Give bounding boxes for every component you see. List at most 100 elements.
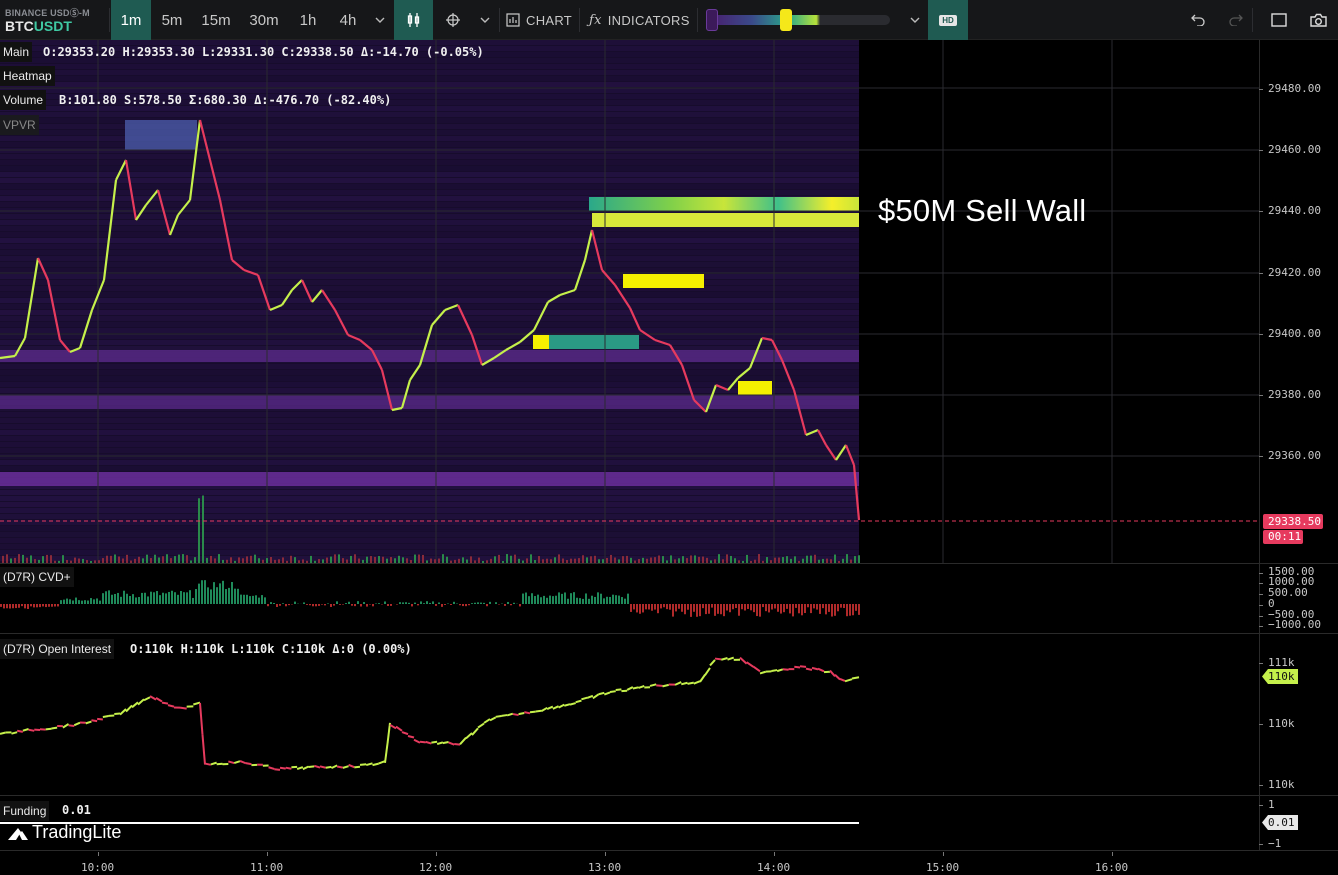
cvd-bar: [72, 600, 74, 604]
timeframe-30m[interactable]: 30m: [249, 11, 279, 29]
price-segment: [168, 214, 180, 236]
fullscreen-icon[interactable]: [1264, 0, 1294, 40]
chevron-down-icon[interactable]: [368, 0, 392, 40]
liquidity-band: [0, 395, 860, 409]
oi-label[interactable]: (D7R) Open Interest: [0, 639, 115, 659]
cvd-chart[interactable]: [0, 564, 1259, 634]
volume-bar: [38, 559, 40, 563]
volume-bar: [758, 554, 760, 563]
price-tick: 29460.00: [1259, 143, 1321, 156]
timeframe-15m[interactable]: 15m: [201, 11, 231, 29]
timeframe-1m[interactable]: 1m: [111, 0, 151, 40]
main-plot-area[interactable]: [0, 40, 1259, 563]
cvd-bar: [396, 604, 398, 605]
cvd-bar: [702, 604, 704, 609]
cvd-bar: [489, 601, 491, 604]
volume-bar: [286, 560, 288, 563]
oi-segment: [575, 699, 582, 704]
oi-segment: [302, 765, 309, 771]
chevron-down-icon[interactable]: [904, 0, 926, 40]
candles-icon[interactable]: [394, 0, 433, 40]
oi-segment: [674, 681, 682, 686]
chevron-down-icon[interactable]: [474, 0, 496, 40]
cvd-bar: [36, 604, 38, 608]
indicators-label: INDICATORS: [607, 12, 690, 28]
oi-segment: [348, 763, 355, 769]
heatmap-band: [0, 298, 859, 303]
cvd-bar: [705, 604, 707, 615]
cvd-bar: [327, 603, 329, 604]
oi-segment: [395, 725, 403, 732]
funding-label[interactable]: Funding: [0, 801, 50, 821]
oi-axis[interactable]: [1259, 634, 1338, 795]
volume-bar: [554, 557, 556, 563]
heatmap-contrast-slider[interactable]: [706, 15, 890, 25]
undo-icon[interactable]: [1183, 0, 1213, 40]
volume-bar: [742, 560, 744, 563]
funding-panel[interactable]: 1 −1 Funding 0.01: [0, 795, 1338, 850]
indicators-button[interactable]: ƒx INDICATORS: [589, 0, 690, 40]
volume-bar: [422, 554, 424, 563]
cvd-bar: [558, 592, 560, 604]
heatmap-label[interactable]: Heatmap: [0, 66, 55, 86]
cvd-bar: [840, 604, 842, 608]
price-axis[interactable]: [1259, 40, 1338, 563]
cvd-bar: [426, 601, 428, 604]
oi-segment: [794, 665, 801, 669]
price-segment: [737, 367, 751, 379]
slider-max-handle[interactable]: [780, 9, 792, 31]
volume-bar: [754, 559, 756, 563]
main-panel[interactable]: 29480.00 29460.00 29440.00 29420.00 2940…: [0, 40, 1338, 563]
heatmap-band: [0, 340, 859, 345]
volume-bar: [102, 558, 104, 563]
oi-panel[interactable]: 111k 110k 110k (D7R) Open Interest O:110…: [0, 633, 1338, 795]
fx-icon: ƒx: [589, 12, 602, 28]
volume-bar: [238, 557, 240, 563]
timeframe-1h[interactable]: 1h: [299, 11, 317, 29]
cvd-panel[interactable]: 1500.00 1000.00 500.00 0 −500.00 −1000.0…: [0, 563, 1338, 633]
timeframe-5m[interactable]: 5m: [161, 11, 183, 29]
volume-bar: [78, 558, 80, 563]
cvd-bar: [750, 604, 752, 611]
redo-icon[interactable]: [1221, 0, 1251, 40]
volume-bar: [534, 559, 536, 563]
cvd-label[interactable]: (D7R) CVD+: [0, 567, 74, 587]
time-axis[interactable]: 10:00 11:00 12:00 13:00 14:00 15:00 16:0…: [0, 850, 1338, 875]
oi-segment: [319, 765, 326, 769]
cvd-bar: [402, 602, 404, 604]
cvd-bar: [582, 598, 584, 604]
cvd-bar: [612, 594, 614, 604]
chart-button[interactable]: CHART: [506, 0, 572, 40]
timeframe-4h[interactable]: 4h: [339, 11, 357, 29]
volume-bar: [486, 560, 488, 563]
price-segment: [817, 429, 827, 446]
oi-readout: O:110k H:110k L:110k C:110k Δ:0 (0.00%): [130, 642, 412, 656]
hd-toggle[interactable]: HD: [928, 0, 968, 40]
open-interest-chart[interactable]: [0, 634, 1259, 796]
slider-min-handle[interactable]: [706, 9, 718, 31]
cvd-bar: [225, 589, 227, 604]
heatmap-band: [0, 172, 859, 177]
cvd-bar: [435, 604, 437, 606]
volume-bar: [658, 555, 660, 563]
camera-icon[interactable]: [1303, 0, 1333, 40]
funding-axis[interactable]: [1259, 796, 1338, 850]
heatmap-band: [0, 436, 859, 441]
cvd-bar: [255, 595, 257, 604]
symbol-selector[interactable]: BINANCE USDⓈ-M BTCUSDT: [5, 4, 90, 36]
crosshair-icon[interactable]: [439, 0, 467, 40]
cvd-bar: [222, 580, 224, 604]
cvd-bar: [288, 604, 290, 606]
cvd-bar: [531, 593, 533, 604]
volume-bar: [230, 557, 232, 563]
price-tick: 29420.00: [1259, 266, 1321, 279]
vpvr-label[interactable]: VPVR: [0, 115, 39, 135]
cvd-bar: [108, 590, 110, 604]
cvd-axis[interactable]: [1259, 564, 1338, 633]
volume-label[interactable]: Volume: [0, 90, 47, 110]
heatmap-band: [0, 178, 859, 183]
volume-bar: [30, 555, 32, 563]
heatmap-band: [0, 226, 859, 231]
price-chart[interactable]: [0, 40, 1259, 563]
main-label[interactable]: Main: [0, 42, 33, 62]
